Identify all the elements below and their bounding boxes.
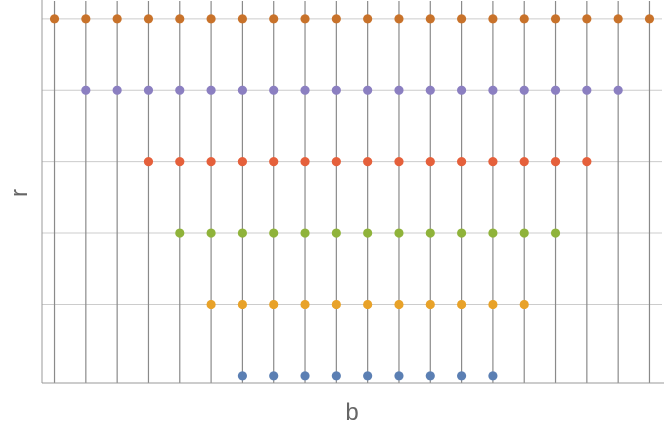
data-point (488, 371, 498, 381)
data-point (143, 14, 154, 24)
data-point (488, 157, 498, 167)
data-point (550, 157, 561, 167)
data-point (456, 14, 467, 24)
axes (41, 0, 664, 384)
data-point (550, 14, 561, 24)
data-point (456, 157, 467, 167)
y-axis-label: r (6, 189, 33, 197)
data-point (237, 371, 248, 381)
data-point (488, 14, 498, 24)
data-point (300, 14, 310, 24)
data-point (488, 228, 498, 238)
data-point (394, 85, 404, 95)
data-point (394, 228, 404, 238)
data-point (425, 371, 435, 381)
data-point (363, 228, 373, 238)
data-point (237, 299, 248, 310)
data-point (331, 85, 341, 95)
data-point (363, 85, 373, 95)
data-point (613, 85, 623, 95)
data-point (519, 14, 529, 24)
data-point (237, 157, 248, 167)
series-0 (237, 371, 498, 381)
data-point (175, 157, 185, 167)
data-point (363, 371, 373, 381)
data-point (363, 14, 373, 24)
data-point (175, 14, 185, 24)
data-point (456, 299, 467, 310)
series-2 (175, 228, 561, 238)
vertical-gridlines (53, 1, 651, 383)
data-point (582, 14, 592, 24)
data-point (206, 85, 216, 95)
data-point (425, 228, 435, 238)
data-point (331, 157, 341, 167)
data-point (425, 14, 435, 24)
data-point (143, 157, 154, 167)
data-point (300, 299, 310, 310)
data-point (456, 371, 467, 381)
data-point (331, 371, 341, 381)
data-point (456, 85, 467, 95)
horizontal-gridlines (42, 18, 662, 305)
data-point (363, 157, 373, 167)
data-point (425, 85, 435, 95)
data-point (331, 299, 341, 310)
data-point (112, 85, 122, 95)
data-point (269, 299, 279, 310)
data-point (519, 85, 529, 95)
data-point (519, 228, 529, 238)
series-3 (143, 157, 592, 167)
data-point (237, 85, 248, 95)
data-point (175, 85, 185, 95)
data-point (363, 299, 373, 310)
data-point (519, 299, 529, 310)
data-point (488, 299, 498, 310)
data-point (143, 85, 154, 95)
data-point (488, 85, 498, 95)
data-point (300, 157, 310, 167)
data-point (582, 157, 592, 167)
data-point (237, 228, 248, 238)
series-1 (206, 299, 529, 310)
data-point (81, 85, 91, 95)
data-point (456, 228, 467, 238)
series-5 (49, 14, 655, 24)
series-4 (81, 85, 623, 95)
data-point (394, 299, 404, 310)
data-point (613, 14, 623, 24)
data-point (269, 371, 279, 381)
data-point (582, 85, 592, 95)
data-point (206, 228, 216, 238)
data-point (331, 228, 341, 238)
data-point (206, 157, 216, 167)
data-point (206, 299, 216, 310)
data-point (112, 14, 122, 24)
data-point (269, 14, 279, 24)
data-point (519, 157, 529, 167)
data-point (206, 14, 216, 24)
data-points (49, 14, 655, 381)
data-point (394, 371, 404, 381)
data-point (175, 228, 185, 238)
data-point (550, 228, 561, 238)
data-point (81, 14, 91, 24)
data-point (49, 14, 60, 24)
data-point (644, 14, 655, 24)
data-point (269, 228, 279, 238)
data-point (331, 14, 341, 24)
data-point (269, 157, 279, 167)
data-point (425, 157, 435, 167)
data-point (300, 228, 310, 238)
data-point (237, 14, 248, 24)
x-axis-label: b (345, 399, 358, 426)
data-point (300, 85, 310, 95)
data-point (425, 299, 435, 310)
data-point (550, 85, 561, 95)
data-point (394, 14, 404, 24)
data-point (300, 371, 310, 381)
data-point (394, 157, 404, 167)
data-point (269, 85, 279, 95)
